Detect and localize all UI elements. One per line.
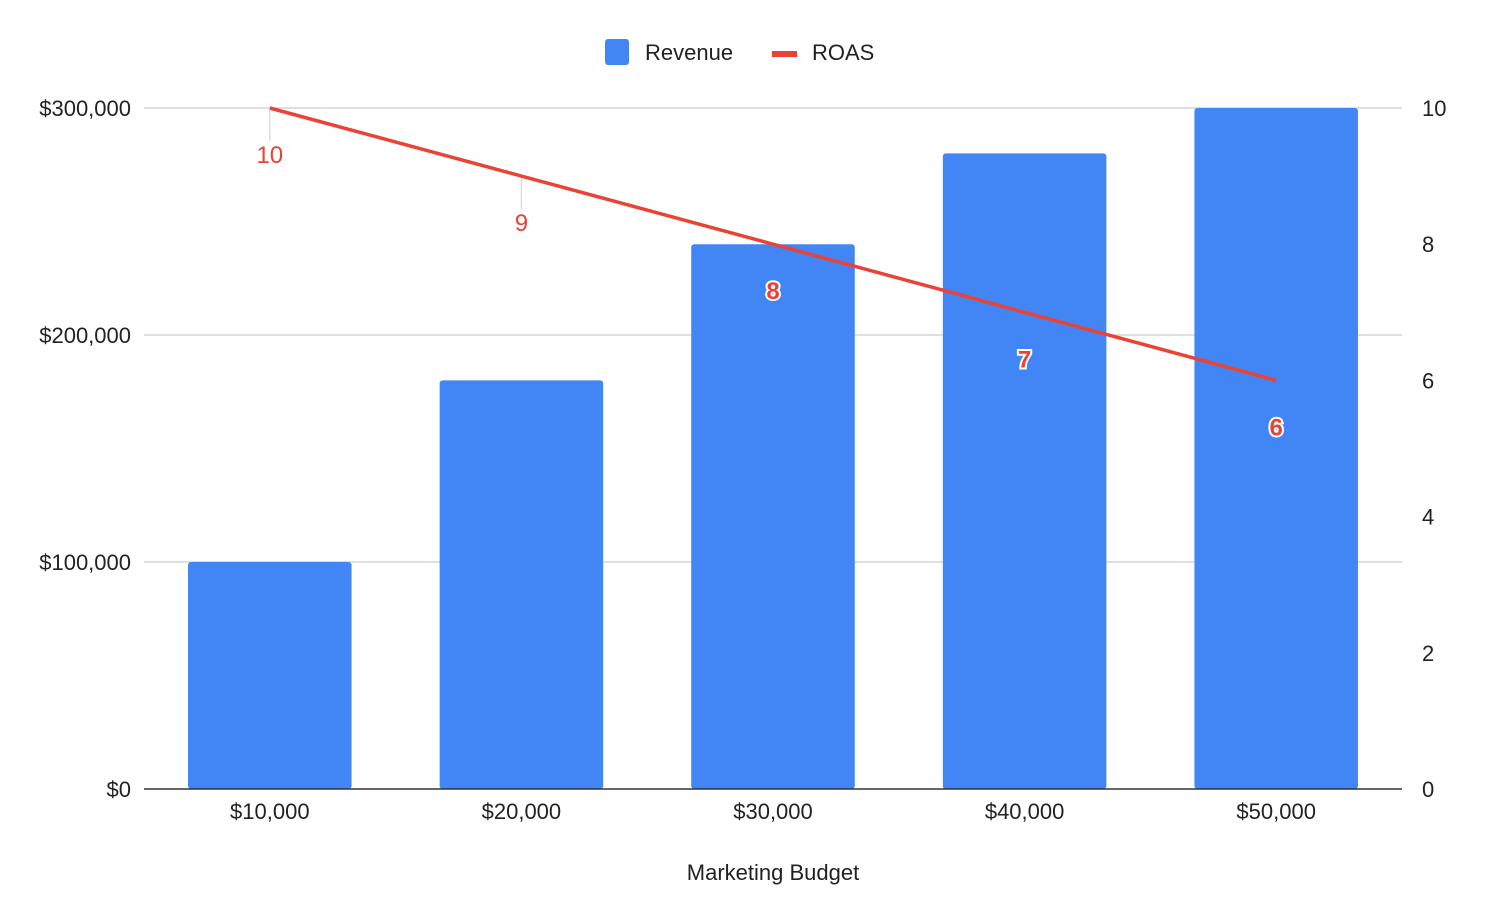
revenue-bar — [188, 562, 352, 789]
x-tick-label: $50,000 — [1236, 799, 1316, 824]
legend-label-revenue: Revenue — [645, 40, 733, 65]
x-axis: $10,000 $20,000 $30,000 $40,000 $50,000 — [144, 788, 1402, 824]
roas-data-label: 6 — [1270, 414, 1283, 441]
left-tick-label: $200,000 — [39, 323, 131, 348]
right-tick-label: 10 — [1422, 96, 1446, 121]
roas-data-label: 10 — [256, 142, 283, 169]
right-tick-label: 6 — [1422, 368, 1434, 393]
left-tick-label: $0 — [107, 777, 131, 802]
revenue-bar — [1194, 108, 1358, 789]
legend-swatch-revenue — [605, 39, 629, 65]
x-tick-label: $40,000 — [985, 799, 1065, 824]
revenue-bars — [188, 108, 1358, 789]
right-tick-label: 2 — [1422, 641, 1434, 666]
left-tick-label: $100,000 — [39, 550, 131, 575]
revenue-bar — [942, 153, 1107, 789]
x-tick-label: $10,000 — [230, 799, 310, 824]
x-tick-label: $20,000 — [482, 799, 562, 824]
left-axis-ticks: $0 $100,000 $200,000 $300,000 — [39, 96, 131, 802]
roas-line — [269, 106, 1277, 383]
legend: Revenue ROAS — [605, 39, 874, 65]
right-tick-label: 8 — [1422, 232, 1434, 257]
legend-label-roas: ROAS — [812, 40, 874, 65]
x-axis-title: Marketing Budget — [687, 860, 859, 885]
right-tick-label: 0 — [1422, 777, 1434, 802]
roas-data-label: 9 — [515, 210, 528, 237]
roas-data-labels: 10 9 8 7 6 — [256, 110, 1285, 443]
right-axis-ticks: 0 2 4 6 8 10 — [1422, 96, 1446, 802]
roas-line-group — [269, 106, 1277, 383]
revenue-bar — [691, 244, 855, 789]
x-tick-label: $30,000 — [733, 799, 813, 824]
left-tick-label: $300,000 — [39, 96, 131, 121]
right-tick-label: 4 — [1422, 505, 1434, 530]
roas-data-label: 8 — [766, 278, 779, 305]
revenue-bar — [439, 380, 604, 789]
roas-data-label: 7 — [1018, 346, 1031, 373]
